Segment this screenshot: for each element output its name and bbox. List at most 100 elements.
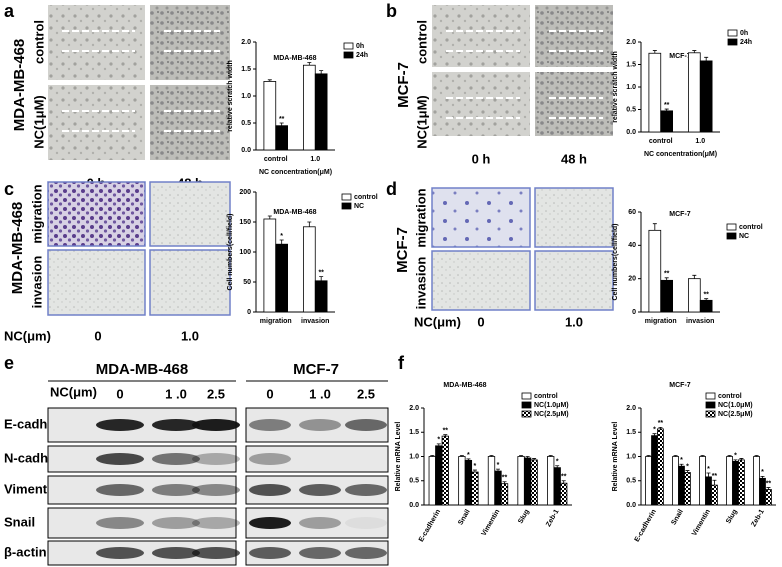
blot-heading: MDA-MB-468: [96, 361, 189, 378]
error-bar: [561, 480, 566, 484]
error-bar: [760, 475, 765, 479]
blot-frame: [47, 507, 237, 539]
band: [249, 484, 291, 496]
time-label: 0 h: [472, 151, 491, 166]
chart-title: MCF-7: [669, 53, 690, 60]
bar: [684, 472, 691, 506]
legend-label: 0h: [740, 30, 748, 37]
protein-label: β-actin: [4, 544, 47, 559]
dose: 1 .0: [165, 386, 187, 401]
significance: *: [556, 459, 559, 466]
band: [192, 453, 240, 465]
protein-label: Snail: [4, 514, 35, 529]
x-tick-label: Snail: [670, 508, 684, 526]
bar: [660, 279, 674, 313]
x-tick-label: Snail: [457, 508, 471, 526]
legend-label: NC: [354, 203, 364, 210]
error-bar: [679, 463, 684, 467]
band: [96, 484, 144, 496]
bar: [471, 471, 479, 506]
error-bar: [652, 223, 657, 231]
bar: [651, 435, 658, 506]
y-tick-label: 200: [239, 189, 251, 196]
x-tick-label: Zeb-1: [545, 508, 560, 528]
legend-label: NC: [739, 233, 749, 240]
dose-label: NC(μm): [50, 384, 97, 399]
chart-title: MCF-7: [669, 211, 690, 218]
bar: [759, 477, 766, 506]
significance: *: [686, 463, 689, 470]
error-bar: [307, 221, 312, 227]
row-label: NC(1μM): [31, 95, 46, 148]
y-axis-label: Cell numbers(cell/field): [612, 223, 619, 300]
error-bar: [706, 472, 711, 477]
bar: [699, 456, 706, 506]
error-bar: [733, 459, 738, 462]
bar: [464, 459, 473, 506]
error-bar: [673, 455, 678, 457]
band: [152, 419, 200, 431]
error-bar: [664, 108, 669, 111]
micrograph: [150, 5, 230, 80]
y-axis-label: Relative mRNA Level: [395, 422, 402, 492]
bar: [263, 81, 277, 151]
x-tick-label: migration: [260, 318, 292, 325]
chart-title: MDA-MB-468: [273, 209, 316, 216]
y-tick-label: 1.0: [626, 453, 636, 460]
x-tick-label: Vimentin: [481, 508, 502, 537]
bar: [660, 110, 674, 133]
error-bar: [704, 56, 709, 61]
bar: [560, 482, 568, 506]
micrograph: [150, 85, 230, 160]
y-axis-label: Relative mRNA Level: [612, 422, 619, 492]
y-axis-label: Cell numbers(cell/field): [227, 213, 234, 290]
error-bar: [489, 455, 494, 457]
time-label: 48 h: [561, 151, 587, 166]
chart-title: MDA-MB-468: [273, 55, 316, 62]
bar: [458, 456, 466, 506]
error-bar: [646, 455, 651, 457]
blot-heading: MCF-7: [293, 361, 339, 378]
significance: **: [502, 475, 508, 482]
legend-label: control: [739, 224, 763, 231]
significance: *: [474, 463, 477, 470]
micrograph: [47, 249, 146, 316]
dose-label: NC(μm): [4, 328, 51, 343]
error-bar: [548, 455, 553, 457]
significance: *: [707, 466, 710, 473]
legend-swatch: [521, 392, 532, 400]
significance: **: [318, 269, 324, 276]
row-label: migration: [413, 188, 428, 247]
error-bar: [685, 470, 690, 473]
band: [192, 517, 240, 529]
y-tick-label: 20: [628, 276, 636, 283]
y-tick-label: 2.0: [626, 39, 636, 46]
bar: [302, 226, 316, 313]
micrograph: [431, 187, 531, 248]
bar: [699, 299, 713, 313]
legend-label: NC(1.0μM): [534, 402, 569, 409]
error-bar: [443, 434, 448, 437]
x-tick-label: Slug: [517, 508, 531, 525]
band: [152, 517, 200, 529]
bar: [487, 456, 496, 506]
significance: **: [703, 292, 709, 299]
micrograph: [534, 187, 614, 248]
band: [192, 484, 240, 496]
x-tick-label: control: [649, 138, 673, 145]
cell-line: MDA-MB-468: [9, 202, 26, 295]
band: [96, 517, 144, 529]
chart-title: MCF-7: [669, 382, 690, 389]
y-tick-label: 1.5: [409, 429, 419, 436]
legend-swatch: [341, 202, 352, 210]
y-tick-label: 0: [632, 309, 636, 316]
x-tick-label: 1.0: [695, 138, 705, 145]
band: [299, 484, 341, 496]
micrograph: [535, 5, 613, 67]
error-bar: [267, 79, 272, 82]
legend-label: NC(1.0μM): [718, 402, 753, 409]
error-bar: [652, 433, 657, 436]
band: [249, 547, 291, 559]
